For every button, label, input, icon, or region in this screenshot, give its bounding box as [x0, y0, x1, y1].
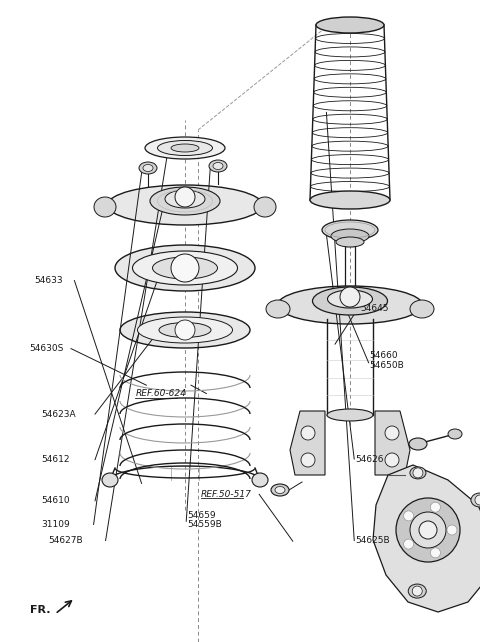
Ellipse shape	[271, 484, 289, 496]
Ellipse shape	[336, 237, 364, 247]
Ellipse shape	[150, 187, 220, 215]
Polygon shape	[375, 411, 410, 475]
Ellipse shape	[327, 409, 373, 421]
Ellipse shape	[209, 160, 227, 172]
Text: 54645: 54645	[360, 304, 388, 313]
Text: 54630S: 54630S	[29, 344, 63, 353]
Text: FR.: FR.	[30, 605, 50, 615]
Circle shape	[404, 539, 414, 549]
Text: REF.60-624: REF.60-624	[135, 389, 186, 398]
Circle shape	[301, 426, 315, 440]
Text: 54625B: 54625B	[355, 536, 390, 545]
Ellipse shape	[409, 438, 427, 450]
Ellipse shape	[139, 162, 157, 174]
Ellipse shape	[102, 473, 118, 487]
Ellipse shape	[277, 286, 422, 324]
Circle shape	[396, 498, 460, 562]
Text: 54633: 54633	[35, 276, 63, 285]
Ellipse shape	[171, 144, 199, 152]
Text: 54626: 54626	[355, 455, 384, 464]
Ellipse shape	[120, 312, 250, 348]
Circle shape	[475, 495, 480, 505]
Ellipse shape	[275, 487, 285, 494]
Text: 54627B: 54627B	[48, 536, 83, 545]
Text: 54623A: 54623A	[41, 410, 75, 419]
Circle shape	[447, 525, 457, 535]
Text: 54610: 54610	[41, 496, 70, 505]
Circle shape	[171, 254, 199, 282]
Circle shape	[413, 468, 423, 478]
Ellipse shape	[327, 290, 372, 308]
Text: 31109: 31109	[41, 520, 70, 529]
Circle shape	[175, 320, 195, 340]
Ellipse shape	[137, 317, 232, 343]
Text: 54659: 54659	[187, 511, 216, 520]
Circle shape	[301, 453, 315, 467]
Polygon shape	[373, 465, 480, 612]
Text: REF.50-517: REF.50-517	[201, 490, 252, 499]
Ellipse shape	[213, 162, 223, 169]
Ellipse shape	[165, 190, 205, 208]
Ellipse shape	[159, 322, 211, 338]
Ellipse shape	[312, 287, 387, 315]
Ellipse shape	[310, 191, 390, 209]
Ellipse shape	[252, 473, 268, 487]
Ellipse shape	[408, 584, 426, 598]
Ellipse shape	[115, 245, 255, 291]
Circle shape	[175, 187, 195, 207]
Ellipse shape	[108, 185, 263, 225]
Circle shape	[410, 512, 446, 548]
Circle shape	[431, 548, 441, 558]
Circle shape	[385, 426, 399, 440]
Ellipse shape	[322, 220, 378, 240]
Ellipse shape	[331, 229, 369, 243]
Ellipse shape	[471, 493, 480, 507]
Text: 54650B: 54650B	[370, 361, 404, 370]
Circle shape	[404, 511, 414, 521]
Ellipse shape	[145, 137, 225, 159]
Text: 54612: 54612	[41, 455, 69, 464]
Polygon shape	[290, 411, 325, 475]
Text: 54559B: 54559B	[187, 520, 222, 529]
Ellipse shape	[448, 429, 462, 439]
Circle shape	[385, 453, 399, 467]
Ellipse shape	[316, 17, 384, 33]
Circle shape	[340, 287, 360, 307]
Ellipse shape	[410, 467, 426, 479]
Ellipse shape	[410, 300, 434, 318]
Text: 54660: 54660	[370, 351, 398, 360]
Ellipse shape	[254, 197, 276, 217]
Ellipse shape	[143, 164, 153, 171]
Circle shape	[412, 586, 422, 596]
Ellipse shape	[153, 257, 217, 279]
Circle shape	[419, 521, 437, 539]
Circle shape	[431, 502, 441, 512]
Ellipse shape	[157, 141, 213, 155]
Ellipse shape	[266, 300, 290, 318]
Ellipse shape	[94, 197, 116, 217]
Ellipse shape	[132, 251, 238, 285]
